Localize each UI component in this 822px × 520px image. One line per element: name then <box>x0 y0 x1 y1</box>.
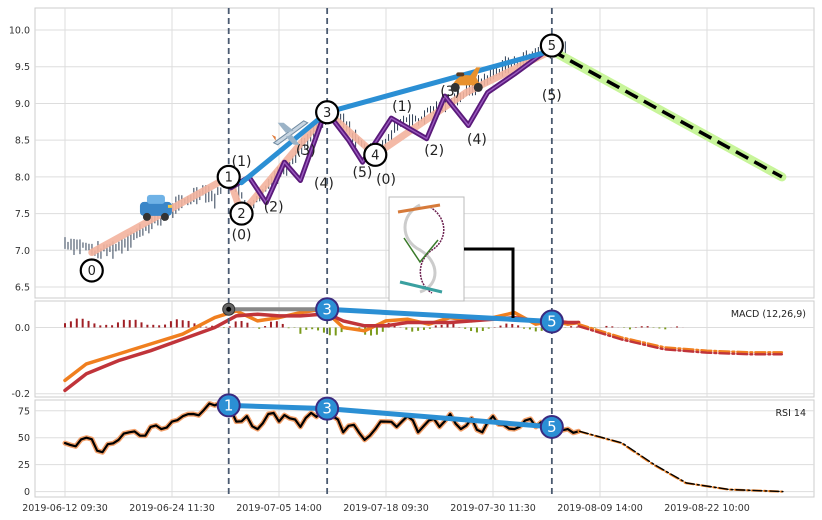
scooter-body <box>452 67 481 86</box>
wave-point-label: 2 <box>237 207 245 222</box>
x-tick-label: 2019-08-09 14:00 <box>557 503 643 514</box>
wave-point-label: 1 <box>225 170 233 185</box>
plane-tail <box>271 134 276 141</box>
rsi-wave-marker <box>315 396 340 421</box>
wave-label: (1) <box>232 154 252 170</box>
rsi-wave-marker-label: 3 <box>322 400 332 418</box>
y-tick-label: 9.5 <box>15 62 30 73</box>
wave-label: (0) <box>376 172 396 188</box>
macd-forecast-1 <box>577 323 784 354</box>
wave-label: (3) <box>296 143 316 159</box>
macd-wave-marker <box>539 309 564 334</box>
rsi-wave-marker-label: 1 <box>224 396 234 414</box>
macd-trend-blue <box>324 306 555 324</box>
y-tick-label: 10.0 <box>9 26 30 37</box>
x-tick-label: 2019-07-30 11:30 <box>450 503 536 514</box>
annotations: 351 35012345(1)(2)(3)(4)(5)(0)(1)(2)(3)(4… <box>79 33 564 439</box>
rsi-wave-marker <box>216 393 241 418</box>
x-tick-label: 2019-08-22 10:00 <box>664 503 750 514</box>
wave-label: (2) <box>424 143 444 159</box>
x-tick-label: 2019-06-12 09:30 <box>22 503 108 514</box>
macd-forecast-2 <box>577 325 784 356</box>
scooter-icon <box>450 67 483 92</box>
inset-thumbnail <box>388 196 465 302</box>
car-light <box>167 204 172 208</box>
wave-point-marker <box>363 142 388 167</box>
car-body <box>139 201 172 216</box>
rsi-wave-marker <box>539 414 564 439</box>
scooter-wheel <box>450 82 460 92</box>
y-tick-label: 7.5 <box>15 209 30 220</box>
y-tick-label: 25 <box>18 460 30 471</box>
wave-point-marker <box>315 100 340 125</box>
rsi-panel-title: RSI 14 <box>775 408 806 419</box>
y-tick-label: 7.0 <box>15 246 30 257</box>
wave-label: (0) <box>232 227 252 243</box>
wave-label: (5) <box>353 165 373 181</box>
forecast-line <box>550 49 783 179</box>
y-tick-label: 9.0 <box>15 99 30 110</box>
wave-label: (4) <box>467 132 487 148</box>
wave-point-label: 0 <box>88 264 96 279</box>
wave-point-label: 4 <box>371 148 379 163</box>
airplane-icon <box>271 120 309 146</box>
plane-body <box>272 120 309 146</box>
scooter-seat <box>456 72 465 77</box>
y-tick-label: -0.2 <box>11 389 30 400</box>
x-tick-label: 2019-07-05 14:00 <box>236 503 322 514</box>
rsi-wave-marker-label: 5 <box>547 418 557 436</box>
macd-wave-marker-label: 5 <box>547 313 557 331</box>
car-wheel <box>160 212 169 221</box>
y-tick-label: 8.0 <box>15 172 30 183</box>
macd-wave-marker <box>315 297 340 322</box>
y-tick-label: 0.0 <box>15 323 30 334</box>
macd-wave-marker-label: 3 <box>322 300 332 318</box>
vertical-markers <box>227 8 553 497</box>
rsi-forecast-2 <box>578 430 784 493</box>
y-tick-label: 0 <box>24 487 30 498</box>
y-tick-label: 6.5 <box>15 282 30 293</box>
macd-start-dot-core <box>226 306 232 312</box>
wave-point-label: 5 <box>548 39 556 54</box>
wave-label: (5) <box>542 88 562 104</box>
grid-lines <box>35 8 814 497</box>
wave-point-marker <box>216 164 241 189</box>
scooter-wheel <box>473 82 483 92</box>
y-tick-label: 8.5 <box>15 136 30 147</box>
sub-wave-highlight <box>326 51 546 163</box>
y-tick-label: 50 <box>18 433 30 444</box>
wave-point-marker <box>539 33 564 58</box>
wave-label: (2) <box>264 199 284 215</box>
axis-ticks: 6.57.07.58.08.59.09.510.00.0-0.202550752… <box>9 26 750 514</box>
plane-wing <box>285 134 300 145</box>
car-icon <box>139 194 172 221</box>
car-window <box>146 194 165 204</box>
wave-point-marker <box>79 258 104 283</box>
plane-wing <box>277 122 294 133</box>
wave-point-label: 3 <box>323 106 331 121</box>
inset-connector <box>464 247 515 318</box>
wave-label: (1) <box>392 99 412 115</box>
y-tick-label: 75 <box>18 406 30 417</box>
car-wheel <box>142 212 151 221</box>
wave-label: (4) <box>314 176 334 192</box>
x-tick-label: 2019-06-24 11:30 <box>129 503 215 514</box>
wave-point-marker <box>229 201 254 226</box>
macd-panel-title: MACD (12,26,9) <box>731 309 806 320</box>
x-tick-label: 2019-07-18 09:30 <box>343 503 429 514</box>
